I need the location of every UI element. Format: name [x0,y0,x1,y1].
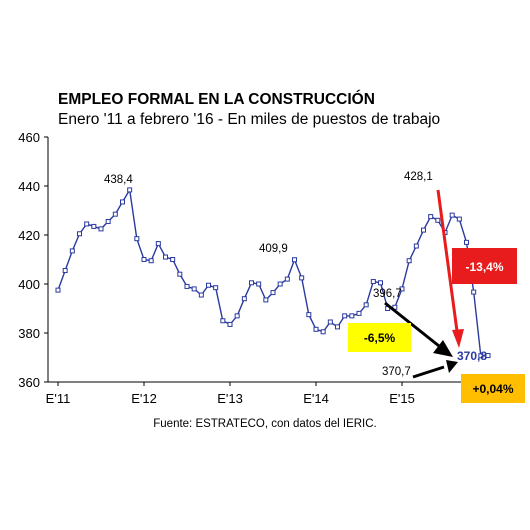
data-label-396-7: 396,7 [373,288,402,300]
arrow-black-down [384,301,440,348]
data-point [198,292,204,298]
data-point [170,257,176,262]
data-point [191,286,197,292]
arrow-black-up [412,365,445,379]
data-point [234,313,240,319]
y-axis-ticks: 360 380 400 420 440 460 [18,130,48,390]
x-tick-label: E'13 [217,391,243,406]
data-point [220,318,226,324]
data-point [485,353,491,359]
data-point [335,324,340,330]
data-point [184,283,190,289]
x-tick-label: E'11 [46,391,71,406]
data-point [277,281,283,287]
data-point [406,258,412,264]
data-point [299,275,305,281]
data-point [370,279,376,285]
data-point [105,219,111,225]
y-tick-label: 400 [18,277,40,292]
x-axis-ticks: E'11E'12E'13E'14E'15E'16 [46,382,501,406]
chart-title: EMPLEO FORMAL EN LA CONSTRUCCIÓN [58,91,375,108]
arrowhead-red-down [452,329,464,348]
data-point [177,271,183,277]
callout-label-yellow: -6,5% [364,331,396,345]
arrowhead-black-down [433,340,453,357]
data-point [363,302,369,308]
data-point [77,231,82,237]
arrowhead-black-up [446,360,458,373]
data-point [69,248,75,254]
data-point [206,282,211,288]
series-markers [55,187,491,359]
callout-box-yellow [348,323,411,352]
y-tick-label: 360 [18,375,40,390]
data-point [320,329,326,335]
x-tick-label: E'12 [131,391,157,406]
y-tick-label: 440 [18,179,40,194]
data-point [98,226,104,232]
data-point [155,241,161,247]
data-point [313,326,319,332]
data-point [471,289,477,295]
data-point [435,217,441,223]
data-point [134,236,140,242]
data-point [270,290,276,296]
data-point [399,286,405,292]
source-note: Fuente: ESTRATECO, con datos del IERIC. [153,418,377,430]
data-point [141,257,147,262]
data-point [263,297,269,303]
data-label-370-7: 370,7 [382,366,411,378]
data-point [306,312,312,318]
data-point [349,313,355,319]
data-point [356,310,362,316]
data-point [284,276,290,282]
data-point [413,243,419,249]
data-point [148,258,154,264]
data-point [327,319,333,325]
data-point [241,296,247,302]
data-label-428-1: 428,1 [404,171,433,183]
data-label-370-8: 370,8 [457,349,487,363]
data-point [256,281,262,287]
data-point [342,313,348,319]
data-point [120,199,125,205]
arrow-red-down [436,189,459,332]
data-point [163,254,168,260]
data-point [378,280,383,286]
callout-box-orange [461,374,525,403]
data-point [62,268,68,274]
y-tick-label: 460 [18,130,40,145]
y-tick-label: 380 [18,326,40,341]
data-point [478,353,484,359]
data-point [449,212,455,218]
data-label-409-9: 409,9 [259,243,288,255]
callout-label-red: -13,4% [465,260,503,274]
data-point [292,257,297,263]
series-line [57,187,489,357]
data-point [227,321,233,327]
data-point [91,223,97,229]
data-point [213,285,219,291]
callout-box-red [452,248,517,284]
data-point [464,239,469,245]
data-point [456,216,462,222]
data-point [127,187,133,193]
data-point [55,287,61,293]
data-label-438-4: 438,4 [104,174,133,186]
callout-label-orange: +0,04% [472,382,513,396]
y-tick-label: 420 [18,228,40,243]
chart-subtitle: Enero '11 a febrero '16 - En miles de pu… [58,111,441,128]
x-tick-label: E'15 [389,391,415,406]
data-point [84,221,90,227]
data-point [421,227,426,233]
data-point [428,214,434,220]
x-tick-label: E'14 [303,391,329,406]
data-point [249,280,254,286]
data-point [112,211,118,217]
